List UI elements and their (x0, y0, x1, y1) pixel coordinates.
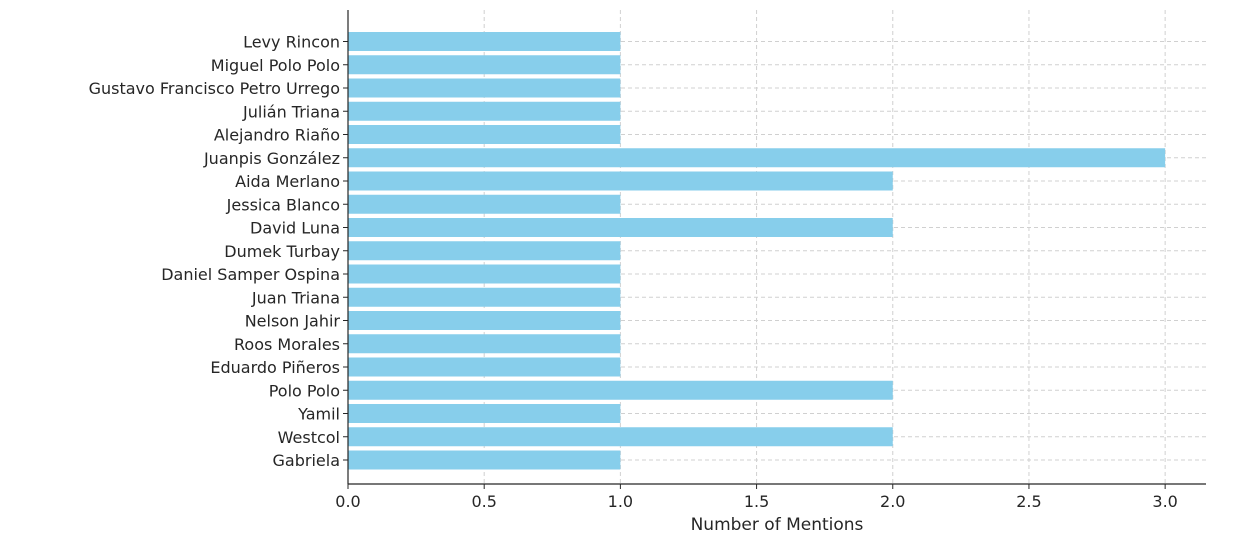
y-tick-label: Aida Merlano (235, 172, 340, 191)
bar (348, 194, 621, 214)
x-axis-title: Number of Mentions (691, 515, 864, 535)
x-tick-label: 1.5 (744, 492, 769, 511)
y-tick-labels: Levy Rincon Miguel Polo Polo Gustavo Franc… (89, 33, 348, 470)
bar (348, 264, 621, 284)
bar (348, 311, 621, 330)
bar (348, 427, 893, 447)
y-tick-label: David Luna (250, 219, 340, 238)
bar (348, 380, 893, 400)
y-tick-label: Juan Triana (251, 288, 340, 307)
y-tick-label: Julián Triana (242, 102, 340, 121)
bar (348, 55, 621, 75)
bar (348, 32, 621, 51)
bar (348, 450, 621, 470)
y-tick-label: Alejandro Riaño (214, 126, 340, 145)
y-tick-label: Polo Polo (269, 381, 340, 400)
x-tick-label: 0.5 (471, 492, 496, 511)
bar (348, 148, 1166, 168)
y-tick-label: Roos Morales (234, 335, 340, 354)
bar (348, 404, 621, 423)
y-tick-label: Gabriela (273, 451, 340, 470)
bar (348, 241, 621, 261)
bar (348, 125, 621, 144)
y-tick-label: Westcol (278, 428, 340, 447)
axis-layer (347, 10, 1206, 485)
y-tick-label: Dumek Turbay (224, 242, 340, 261)
y-tick-label: Juanpis González (203, 149, 340, 168)
bar-layer (348, 32, 1166, 470)
x-tick-label: 2.5 (1016, 492, 1041, 511)
bar (348, 171, 893, 191)
bar (348, 78, 621, 98)
bar (348, 101, 621, 121)
y-tick-label: Jessica Blanco (226, 195, 340, 214)
x-tick-labels: 0.0 0.5 1.0 1.5 2.0 2.5 3.0 (335, 484, 1178, 511)
y-tick-label: Nelson Jahir (245, 312, 341, 331)
y-tick-label: Yamil (297, 405, 340, 424)
y-tick-label: Eduardo Piñeros (210, 358, 340, 377)
y-tick-label: Miguel Polo Polo (211, 56, 340, 75)
bar (348, 287, 621, 307)
x-tick-label: 3.0 (1152, 492, 1177, 511)
y-tick-label: Gustavo Francisco Petro Urrego (89, 79, 340, 98)
y-tick-label: Daniel Samper Ospina (161, 265, 340, 284)
bar (348, 218, 893, 237)
bar (348, 334, 621, 354)
y-tick-label: Levy Rincon (243, 33, 340, 52)
x-tick-label: 0.0 (335, 492, 360, 511)
bar (348, 357, 621, 377)
x-tick-label: 1.0 (608, 492, 633, 511)
x-tick-label: 2.0 (880, 492, 905, 511)
